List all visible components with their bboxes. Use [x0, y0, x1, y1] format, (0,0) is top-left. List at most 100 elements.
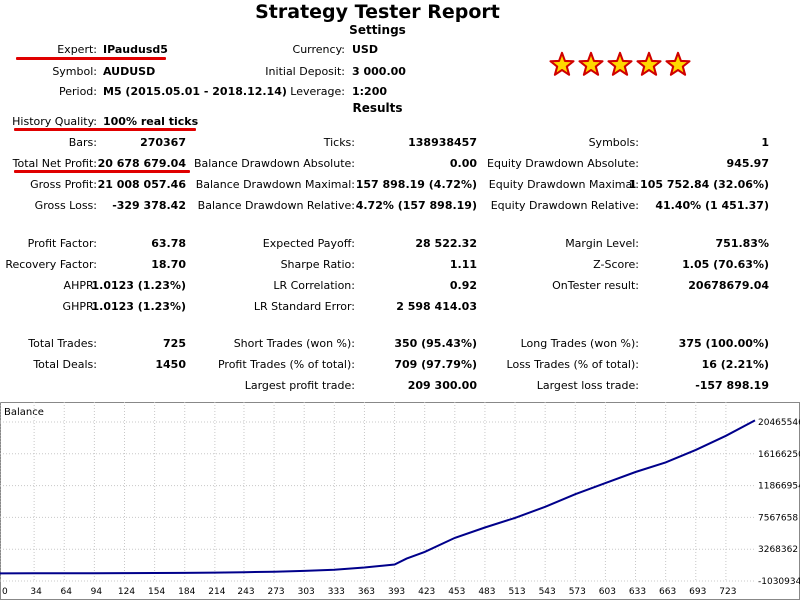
history-quality-label: History Quality: [12, 115, 97, 128]
x-tick-label: 124 [118, 587, 135, 597]
bal-dd-rel-label: Balance Drawdown Relative: [197, 199, 355, 212]
x-tick-label: 453 [448, 587, 465, 597]
profit-factor-value: 63.78 [151, 237, 186, 250]
loss-trades-label: Loss Trades (% of total): [506, 358, 639, 371]
x-tick-label: 184 [178, 587, 195, 597]
x-axis-labels: 0 34 64 94 124 154 184 214 243 273 303 333 363 393 423… [2, 587, 736, 597]
expected-payoff-label: Expected Payoff: [262, 237, 355, 250]
total-deals-label: Total Deals: [33, 358, 97, 371]
gross-profit-value: 21 008 057.46 [97, 178, 186, 191]
y-tick-label: 7567658 [758, 513, 798, 523]
gross-profit-label: Gross Profit: [30, 178, 97, 191]
ontester-value: 20678679.04 [688, 279, 769, 292]
x-tick-label: 34 [30, 587, 42, 597]
expert-underline [16, 57, 166, 60]
ghpr-value: 1.0123 (1.23%) [91, 300, 187, 313]
short-trades-label: Short Trades (won %): [233, 337, 355, 350]
star-icon [578, 51, 604, 76]
y-axis-labels: 20465546 16166250 11866954 7567658 3268362 -1… [758, 418, 800, 587]
x-tick-label: 633 [629, 587, 646, 597]
loss-trades-value: 16 (2.21%) [701, 358, 769, 371]
symbols-label: Symbols: [588, 136, 639, 149]
star-icon [607, 51, 633, 76]
eq-dd-max-value: 1 105 752.84 (32.06%) [628, 178, 769, 191]
x-tick-label: 303 [298, 587, 315, 597]
results-heading: Results [352, 101, 403, 115]
settings-heading: Settings [349, 23, 406, 37]
long-trades-label: Long Trades (won %): [520, 337, 639, 350]
eq-dd-abs-label: Equity Drawdown Absolute: [487, 157, 639, 170]
ontester-label: OnTester result: [552, 279, 639, 292]
period-label: Period: [58, 85, 97, 98]
largest-profit-value: 209 300.00 [407, 379, 477, 392]
eq-dd-rel-label: Equity Drawdown Relative: [490, 199, 639, 212]
x-tick-label: 513 [508, 587, 525, 597]
total-trades-value: 725 [163, 337, 186, 350]
ticks-value: 138938457 [408, 136, 477, 149]
recovery-factor-label: Recovery Factor: [5, 258, 97, 271]
margin-level-label: Margin Level: [565, 237, 639, 250]
largest-loss-value: -157 898.19 [695, 379, 769, 392]
margin-level-value: 751.83% [715, 237, 769, 250]
x-tick-label: 423 [418, 587, 435, 597]
period-value: M5 (2015.05.01 - 2018.12.14) [103, 85, 287, 98]
expected-payoff-value: 28 522.32 [415, 237, 477, 250]
star-icon [636, 51, 662, 76]
net-profit-underline [14, 170, 190, 173]
lr-std-error-label: LR Standard Error: [253, 300, 355, 313]
currency-value: USD [352, 43, 378, 56]
ahpr-value: 1.0123 (1.23%) [91, 279, 187, 292]
x-tick-label: 273 [267, 587, 284, 597]
leverage-label: Leverage: [290, 85, 345, 98]
ghpr-label: GHPR: [62, 300, 97, 313]
largest-loss-label: Largest loss trade: [536, 379, 639, 392]
sharpe-label: Sharpe Ratio: [280, 258, 355, 271]
x-tick-label: 603 [599, 587, 616, 597]
profit-trades-value: 709 (97.79%) [394, 358, 477, 371]
y-tick-label: 16166250 [758, 450, 800, 460]
total-trades-label: Total Trades: [28, 337, 97, 350]
x-tick-label: 693 [689, 587, 706, 597]
z-score-value: 1.05 (70.63%) [682, 258, 769, 271]
y-tick-label: 11866954 [758, 482, 800, 492]
currency-label: Currency: [292, 43, 345, 56]
expert-value: IPaudusd5 [103, 43, 168, 56]
symbol-label: Symbol: [52, 65, 97, 78]
history-quality-value: 100% real ticks [103, 115, 199, 128]
profit-trades-label: Profit Trades (% of total): [217, 358, 355, 371]
eq-dd-abs-value: 945.97 [726, 157, 769, 170]
symbols-value: 1 [761, 136, 769, 149]
z-score-label: Z-Score: [593, 258, 639, 271]
bal-dd-abs-label: Balance Drawdown Absolute: [193, 157, 355, 170]
x-tick-label: 214 [208, 587, 225, 597]
bars-value: 270367 [140, 136, 186, 149]
star-icon [665, 51, 691, 76]
balance-line [0, 419, 756, 575]
x-tick-label: 154 [148, 587, 165, 597]
gross-loss-value: -329 378.42 [112, 199, 186, 212]
recovery-factor-value: 18.70 [151, 258, 186, 271]
chart-frame [0, 402, 800, 600]
expert-label: Expert: [57, 43, 97, 56]
ahpr-label: AHPR: [63, 279, 97, 292]
x-tick-label: 363 [358, 587, 375, 597]
y-tick-label: 20465546 [758, 418, 800, 428]
lr-correlation-value: 0.92 [449, 279, 477, 292]
bal-dd-max-value: 157 898.19 (4.72%) [355, 178, 477, 191]
x-tick-label: 393 [388, 587, 405, 597]
bal-dd-abs-value: 0.00 [449, 157, 477, 170]
x-tick-label: 483 [478, 587, 495, 597]
bars-label: Bars: [68, 136, 97, 149]
eq-dd-rel-value: 41.40% (1 451.37) [655, 199, 769, 212]
balance-chart: Balance 0 34 64 94 124 154 184 214 243 273 303 333 3… [0, 402, 800, 600]
net-profit-label: Total Net Profit: [12, 157, 97, 170]
net-profit-value: 20 678 679.04 [97, 157, 186, 170]
long-trades-value: 375 (100.00%) [678, 337, 769, 350]
lr-std-error-value: 2 598 414.03 [396, 300, 477, 313]
leverage-value: 1:200 [352, 85, 388, 98]
x-tick-label: 94 [91, 587, 103, 597]
ticks-label: Ticks: [323, 136, 355, 149]
symbol-value: AUDUSD [103, 65, 156, 78]
short-trades-value: 350 (95.43%) [394, 337, 477, 350]
x-tick-label: 0 [2, 587, 8, 597]
